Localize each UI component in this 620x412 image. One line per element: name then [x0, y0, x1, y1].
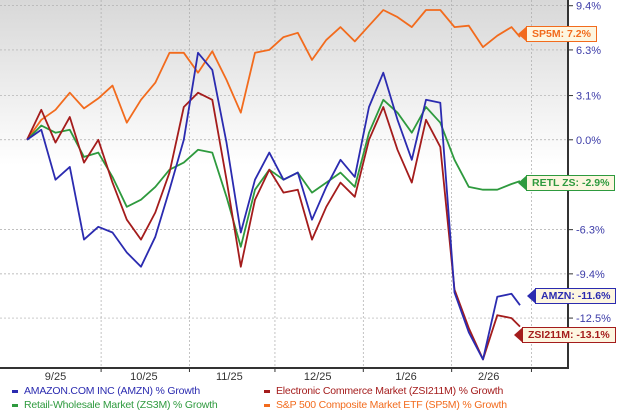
plot-background [0, 0, 568, 368]
series-line-3 [26, 9, 521, 141]
legend-label: S&P 500 Composite Market ETF (SP5M) % Gr… [276, 399, 507, 411]
end-label-retl: RETL ZS: -2.9% [517, 175, 616, 191]
legend-swatch [264, 389, 270, 393]
y-tick-label: 0.0% [576, 135, 601, 147]
y-tick-label: 3.1% [576, 91, 601, 103]
end-label-zsi211m: ZSI211M: -13.1% [514, 327, 616, 343]
x-tick-label: 9/25 [45, 371, 66, 383]
y-tick-label: 6.3% [576, 45, 601, 57]
y-tick-label: -12.5% [576, 313, 611, 325]
y-tick-label: 9.4% [576, 1, 601, 13]
x-tick-label: 2/26 [478, 371, 499, 383]
end-label-sp5m: SP5M: 7.2% [518, 26, 597, 42]
chart-plot: 9.4% 6.3% 3.1% 0.0% -6.3% -9.4% -12.5% 9/25 10/… [0, 0, 611, 383]
legend-item-retail: Retail-Wholesale Market (ZS3M) % Growth [12, 399, 218, 411]
legend-item-amzn: AMAZON.COM INC (AMZN) % Growth [12, 385, 200, 397]
legend-swatch [12, 403, 18, 407]
legend-label: Retail-Wholesale Market (ZS3M) % Growth [24, 399, 218, 411]
x-tick-label: 1/26 [395, 371, 416, 383]
y-tick-label: -9.4% [576, 269, 605, 281]
series-line-0 [26, 51, 521, 361]
x-tick-label: 12/25 [304, 371, 332, 383]
series-line-1 [26, 91, 521, 361]
legend-swatch [264, 403, 270, 407]
legend-swatch [12, 389, 18, 393]
end-label-amzn: AMZN: -11.6% [526, 288, 617, 304]
legend-item-zsi211m: Electronic Commerce Market (ZSI211M) % G… [264, 385, 503, 397]
legend-label: Electronic Commerce Market (ZSI211M) % G… [276, 385, 504, 397]
x-tick-label: 11/25 [216, 371, 243, 383]
legend-label: AMAZON.COM INC (AMZN) % Growth [24, 385, 201, 397]
x-tick-label: 10/25 [130, 371, 158, 383]
y-tick-label: -6.3% [576, 225, 605, 237]
legend-item-sp5m: S&P 500 Composite Market ETF (SP5M) % Gr… [264, 399, 507, 411]
